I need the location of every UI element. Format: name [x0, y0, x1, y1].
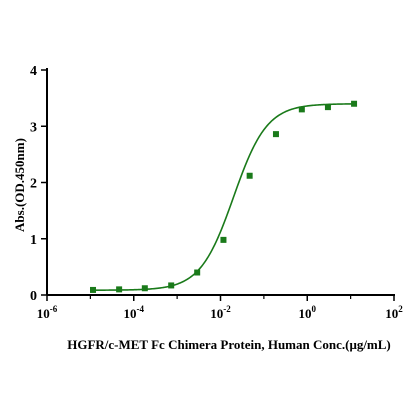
data-point	[298, 106, 305, 113]
data-point	[272, 131, 279, 138]
x-axis-ticks: 10-6 10-4 10-2 100 102	[37, 295, 403, 321]
y-axis-label: Abs.(OD.450nm)	[12, 138, 27, 232]
x-axis-label: HGFR/c-MET Fc Chimera Protein, Human Con…	[67, 337, 391, 352]
x-tick-label: 100	[299, 304, 317, 321]
data-point	[90, 286, 97, 293]
data-point	[246, 172, 253, 179]
x-tick-label: 10-6	[37, 304, 58, 321]
y-axis-ticks: 0 1 2 3 4	[30, 64, 47, 304]
data-point	[220, 236, 227, 243]
y-tick-label: 2	[30, 177, 37, 192]
x-tick-label: 10-4	[124, 304, 145, 321]
y-tick-label: 3	[30, 120, 37, 135]
data-point	[141, 285, 148, 292]
data-point	[351, 100, 358, 107]
data-point	[116, 286, 123, 293]
data-point	[194, 269, 201, 276]
y-tick-label: 1	[30, 233, 37, 248]
data-point	[324, 104, 331, 111]
data-point	[168, 282, 175, 289]
y-tick-label: 4	[30, 64, 37, 79]
data-points	[90, 100, 358, 293]
x-tick-label: 102	[385, 304, 403, 321]
x-tick-label: 10-2	[210, 304, 231, 321]
y-tick-label: 0	[30, 289, 37, 304]
fit-curve	[93, 103, 355, 291]
